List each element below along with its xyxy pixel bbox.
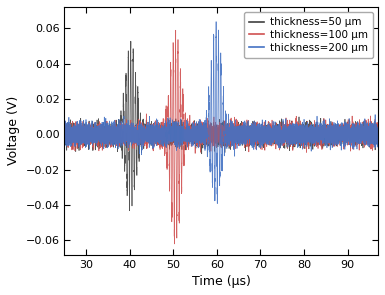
thickness=50 μm [291, 137, 296, 140]
Legend: thickness=50 μm, thickness=100 μm, thickness=200 μm: thickness=50 μm, thickness=100 μm, thick… [244, 12, 373, 58]
thickness=100 μm [363, 144, 367, 147]
thickness=50 μm [211, 135, 215, 139]
thickness=50 μm [300, 132, 305, 135]
Line: thickness=100 μm: thickness=100 μm [64, 30, 378, 244]
thickness=200 μm [291, 130, 296, 134]
thickness=100 μm [359, 127, 363, 130]
thickness=200 μm [359, 126, 363, 130]
thickness=100 μm [291, 137, 296, 140]
Y-axis label: Voltage (V): Voltage (V) [7, 96, 20, 165]
thickness=50 μm [169, 144, 173, 148]
thickness=200 μm [211, 148, 215, 152]
thickness=100 μm [172, 242, 177, 246]
thickness=200 μm [215, 202, 219, 205]
thickness=200 μm [300, 121, 305, 124]
X-axis label: Time (μs): Time (μs) [192, 275, 251, 288]
thickness=200 μm [169, 140, 173, 143]
thickness=50 μm [129, 40, 133, 43]
thickness=50 μm [359, 131, 363, 134]
thickness=100 μm [211, 131, 215, 135]
Line: thickness=50 μm: thickness=50 μm [64, 41, 378, 211]
thickness=200 μm [214, 20, 218, 24]
thickness=50 μm [376, 129, 380, 132]
thickness=100 μm [62, 134, 67, 138]
thickness=200 μm [376, 124, 380, 128]
thickness=100 μm [169, 77, 173, 80]
thickness=200 μm [62, 132, 67, 136]
thickness=100 μm [300, 137, 305, 140]
Line: thickness=200 μm: thickness=200 μm [64, 22, 378, 204]
thickness=50 μm [363, 142, 367, 146]
thickness=50 μm [127, 209, 132, 212]
thickness=100 μm [376, 134, 380, 137]
thickness=100 μm [173, 29, 178, 32]
thickness=200 μm [363, 134, 367, 138]
thickness=50 μm [62, 133, 67, 137]
